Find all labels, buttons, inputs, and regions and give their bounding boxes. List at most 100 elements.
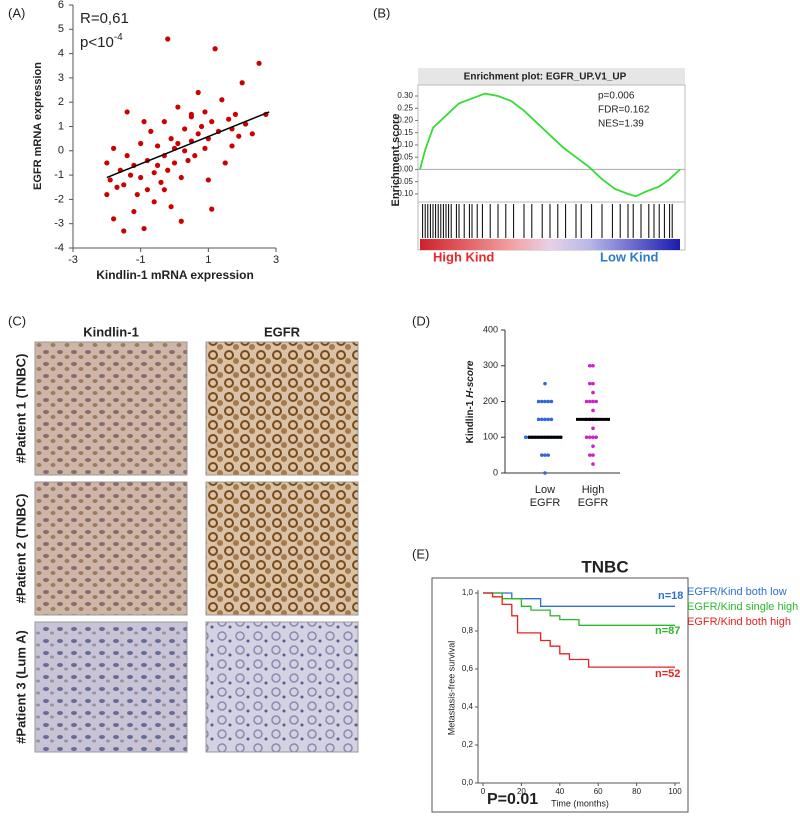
point: [127, 172, 134, 178]
y-tick-label: 0.05: [397, 152, 413, 161]
annotation-text: p<10: [80, 34, 114, 51]
point: [239, 80, 245, 86]
rank-bar: [420, 239, 680, 250]
y-axis-label-italic: H-score: [465, 360, 476, 398]
y-axis-label: Metastasis-free survival: [446, 641, 456, 736]
point: [124, 109, 130, 115]
y-axis-label: EGFR mRNA expression: [32, 62, 44, 190]
point: [192, 153, 198, 159]
point: [104, 160, 110, 166]
point: [543, 453, 547, 457]
point: [148, 128, 154, 134]
point: [524, 435, 528, 440]
x-tick-label: 1: [205, 254, 211, 266]
y-tick-label: 100: [483, 432, 498, 442]
chart-title: Enrichment plot: EGFR_UP.V1_UP: [464, 72, 627, 83]
point: [591, 435, 595, 440]
point: [161, 187, 167, 193]
point: [131, 208, 137, 215]
point: [144, 187, 151, 193]
point: [154, 162, 161, 168]
x-tick-label: 80: [632, 787, 641, 796]
annotation: p<10-4: [80, 32, 123, 51]
legend-entry: EGFR/Kind both high: [687, 616, 791, 628]
point: [182, 148, 188, 154]
y-tick-label: 6: [58, 0, 64, 11]
point: [124, 153, 130, 159]
point: [588, 435, 592, 440]
title-band: [418, 68, 685, 85]
point: [536, 417, 541, 422]
point: [154, 143, 161, 149]
point: [236, 133, 242, 139]
point: [591, 399, 595, 404]
point: [158, 179, 164, 185]
x-tick-label: -3: [68, 254, 78, 266]
y-tick-label: 0,4: [462, 702, 474, 711]
point: [588, 453, 592, 457]
point: [591, 381, 595, 386]
point: [205, 177, 211, 183]
n-label: n=52: [655, 668, 680, 680]
y-tick-label: -0.05: [395, 177, 414, 186]
point: [546, 453, 550, 457]
point: [168, 204, 174, 210]
y-tick-label: 400: [483, 324, 498, 334]
panel-label: (B): [373, 5, 390, 20]
point: [195, 89, 201, 96]
low-label: Low Kind: [600, 249, 659, 264]
y-tick-label: 0.00: [397, 165, 413, 174]
y-tick-label: 0.15: [397, 128, 413, 137]
point: [540, 399, 544, 404]
annotation-sup: -4: [114, 32, 123, 43]
survival-line: [483, 592, 675, 607]
panel-label: (C): [8, 313, 26, 328]
y-axis-label: Enrichment score: [390, 114, 402, 207]
point: [594, 399, 598, 404]
point: [594, 435, 598, 440]
point: [588, 399, 592, 404]
point: [198, 123, 205, 130]
n-label: n=87: [655, 625, 680, 637]
x-tick-label: High: [582, 484, 605, 496]
point: [185, 157, 191, 164]
x-tick-label: 3: [273, 254, 279, 266]
y-tick-label: -3: [54, 218, 64, 230]
point: [546, 417, 550, 422]
point: [141, 119, 147, 125]
annotation: NES=1.39: [598, 119, 644, 130]
survival-line: [483, 592, 675, 668]
point: [138, 174, 144, 181]
point: [226, 116, 232, 122]
y-tick-label: 0,2: [462, 740, 474, 749]
point: [138, 140, 144, 147]
y-tick-label: 0,0: [462, 778, 474, 787]
point: [107, 177, 113, 183]
point: [121, 228, 127, 234]
point: [549, 399, 554, 404]
point: [546, 399, 550, 404]
legend-entry: EGFR/Kind both low: [687, 586, 787, 598]
x-tick-label: 60: [594, 787, 603, 796]
enrichment-line: [419, 92, 681, 198]
point: [209, 206, 215, 212]
point: [591, 444, 595, 448]
legend-entry: EGFR/Kind single high: [687, 601, 798, 613]
row-label: #Patient 3 (Lum A): [13, 630, 28, 744]
fit-line: [106, 111, 270, 179]
point: [178, 174, 184, 181]
point: [121, 182, 127, 188]
y-tick-label: 200: [483, 396, 498, 406]
y-tick-label: 0.25: [397, 103, 413, 112]
micrograph: [34, 621, 188, 753]
panel-label: (D): [412, 313, 430, 328]
row-label: #Patient 1 (TNBC): [13, 354, 28, 464]
row-label: #Patient 2 (TNBC): [13, 494, 28, 604]
point: [165, 36, 171, 42]
y-tick-label: -4: [54, 242, 64, 254]
y-tick-label: 0: [58, 145, 64, 157]
x-tick-label: EGFR: [578, 497, 609, 509]
point: [543, 471, 547, 475]
